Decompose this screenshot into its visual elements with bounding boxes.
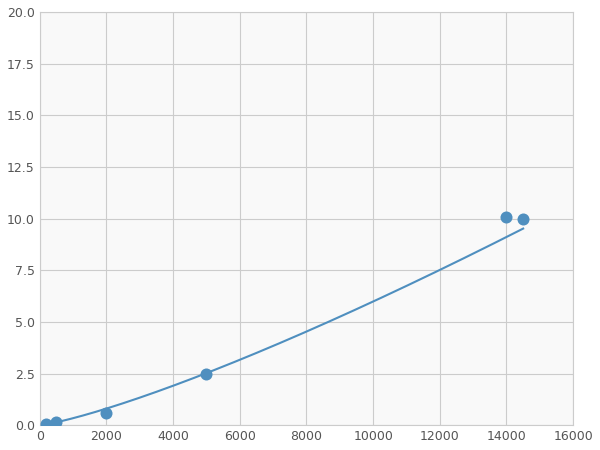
Point <box>518 215 528 222</box>
Point <box>41 421 51 428</box>
Point <box>52 418 61 426</box>
Point <box>502 213 511 220</box>
Point <box>202 370 211 377</box>
Point <box>101 409 111 416</box>
